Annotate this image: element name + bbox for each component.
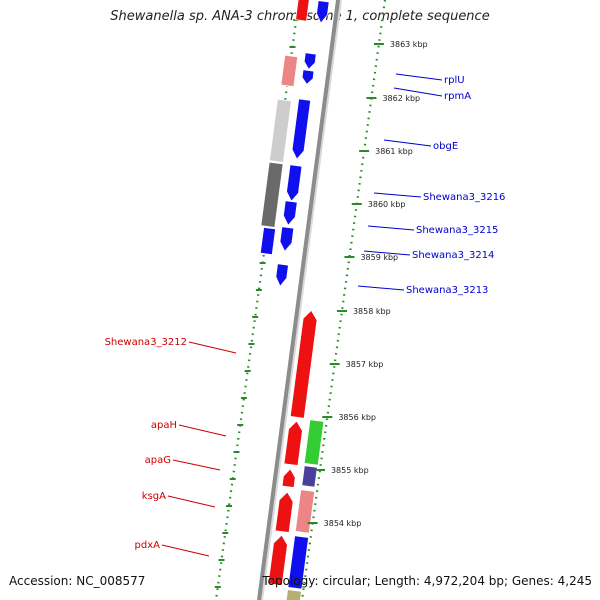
gene-label: ksgA (142, 491, 166, 502)
gene-pdxA-arrow (267, 534, 288, 586)
gene-label: obgE (433, 141, 458, 152)
feature-blue-2-shape (287, 535, 310, 590)
backbone-line (257, 0, 340, 600)
gene-rpmA-arrow (301, 69, 315, 85)
feature-pink-2-shape (294, 489, 316, 534)
feature-pink-1-shape (280, 54, 299, 88)
kbp-tick-label: 3863 kbp (390, 40, 428, 49)
feature-olive (285, 589, 302, 600)
feature-pink-1 (280, 54, 299, 88)
gene-rpmA-arrow-shape (301, 69, 315, 85)
gene-top-2-shape (295, 0, 310, 22)
kbp-tick-label: 3854 kbp (324, 519, 362, 528)
label-leader-line (393, 87, 443, 97)
kbp-tick-label: 3855 kbp (331, 466, 369, 475)
gene-apaG-arrow (281, 468, 296, 488)
gene-label: pdxA (135, 540, 161, 551)
gene-label: rplU (444, 75, 465, 86)
gene-3212-arrow-shape (289, 309, 318, 419)
gene-pdxA-arrow-shape (267, 534, 288, 586)
gene-label: rpmA (444, 91, 471, 102)
feature-purple (301, 465, 318, 488)
gene-top-1-shape (316, 0, 330, 24)
gene-label: Shewana3_3212 (105, 337, 187, 348)
label-leader-line (357, 285, 405, 291)
gene-label: Shewana3_3216 (423, 192, 505, 203)
gene-3216-arrow (286, 164, 303, 202)
label-leader-line (363, 250, 411, 256)
gene-3214-arrow-shape (279, 226, 295, 253)
gene-track (259, 0, 330, 600)
gene-rplU-arrow (303, 52, 317, 70)
feature-blue-box-shape (259, 226, 277, 256)
kbp-tick-label: 3858 kbp (353, 307, 391, 316)
kbp-tick-label: 3856 kbp (338, 413, 376, 422)
gene-apaH-arrow (283, 420, 303, 467)
gene-label: apaG (145, 455, 171, 466)
feature-green-shape (303, 419, 325, 466)
gene-top-1 (316, 0, 330, 24)
label-leader-line (373, 192, 422, 198)
label-leader-line (188, 341, 237, 354)
kbp-tick-label: 3861 kbp (375, 147, 413, 156)
feature-olive-shape (285, 589, 302, 600)
gene-3213-arrow (275, 263, 289, 288)
accession-text: Accession: NC_008577 (9, 574, 146, 588)
kbp-tick-label: 3862 kbp (382, 94, 420, 103)
gene-ksgA-arrow-shape (274, 491, 294, 534)
right-ruler-line (300, 0, 387, 600)
gene-label: Shewana3_3215 (416, 225, 498, 236)
label-leader-line (395, 73, 443, 81)
gene-3212-arrow (289, 309, 318, 419)
kbp-tick-labels: 3863 kbp 3862 kbp 3861 kbp 3860 kbp 3859 kbp… (307, 40, 428, 528)
gene-labels: rplU rpmA obgE Shewana3_3216 Shewana3_3215 Sh… (105, 73, 505, 557)
feature-gray-1-shape (268, 98, 292, 163)
gene-3216-arrow-shape (286, 164, 303, 202)
kbp-tick-label: 3857 kbp (346, 360, 384, 369)
feature-purple-shape (301, 465, 318, 488)
gene-apaH-arrow-shape (283, 420, 303, 467)
kbp-tick-label: 3860 kbp (368, 200, 406, 209)
feature-green (303, 419, 325, 466)
gene-ksgA-arrow (274, 491, 294, 534)
label-leader-line (161, 544, 210, 557)
gene-3213-arrow-shape (275, 263, 289, 288)
label-leader-line (178, 424, 227, 437)
gene-3215-arrow (282, 200, 298, 227)
gene-obgE-arrow-shape (291, 98, 312, 160)
gene-rplU-arrow-shape (303, 52, 317, 70)
feature-pink-2 (294, 489, 316, 534)
label-leader-line (172, 459, 221, 471)
gene-3215-arrow-shape (282, 200, 298, 227)
feature-gray-2-shape (260, 161, 284, 228)
feature-gray-1 (268, 98, 292, 163)
gene-apaG-arrow-shape (281, 468, 296, 488)
gene-top-2 (295, 0, 310, 22)
gene-label: Shewana3_3214 (412, 250, 494, 261)
feature-blue-box (259, 226, 277, 256)
label-leader-line (383, 139, 432, 147)
kbp-tick-label: 3859 kbp (360, 253, 398, 262)
gene-obgE-arrow (291, 98, 312, 160)
topology-text: Topology: circular; Length: 4,972,204 bp… (262, 574, 592, 588)
gene-label: Shewana3_3213 (406, 285, 488, 296)
label-leader-line (167, 495, 216, 508)
feature-gray-2 (260, 161, 284, 228)
label-leader-line (367, 225, 415, 231)
chromosome-backbone (257, 0, 342, 600)
gene-3214-arrow (279, 226, 295, 253)
gene-label: apaH (151, 420, 177, 431)
feature-blue-2 (287, 535, 310, 590)
